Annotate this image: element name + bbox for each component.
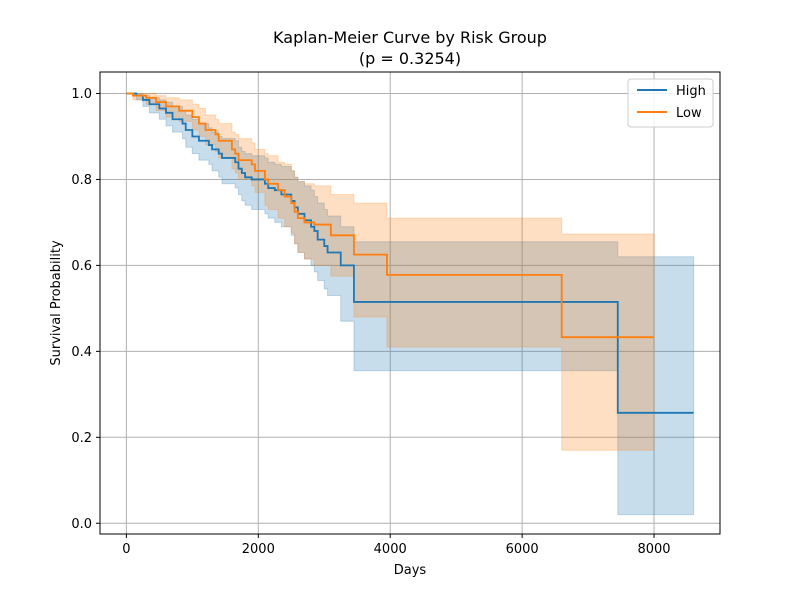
x-tick-label: 2000 (242, 542, 275, 557)
chart-subtitle: (p = 0.3254) (359, 49, 461, 68)
legend: High Low (627, 78, 714, 128)
legend-label-high: High (676, 84, 706, 99)
y-tick-label: 0.0 (71, 517, 92, 532)
y-tick-label: 1.0 (71, 87, 92, 102)
legend-label-low: Low (676, 106, 702, 121)
y-axis-title: Survival Probability (49, 240, 64, 366)
survival-line-high (126, 92, 694, 414)
ci-band-high (126, 92, 695, 516)
x-tick-label: 8000 (637, 542, 670, 557)
y-tick-label: 0.2 (71, 431, 92, 446)
x-axis-title: Days (394, 563, 427, 578)
y-tick-label: 0.4 (71, 345, 92, 360)
y-tick-label: 0.6 (71, 259, 92, 274)
y-tick-label: 0.8 (71, 173, 92, 188)
x-tick-label: 6000 (506, 542, 539, 557)
survival-line-low (126, 92, 655, 339)
plot-frame (99, 71, 721, 535)
confidence-bands (126, 92, 695, 516)
survival-lines (126, 92, 694, 414)
grid (100, 72, 720, 534)
chart-title: Kaplan-Meier Curve by Risk Group (273, 28, 547, 47)
x-tick-label: 0 (122, 542, 130, 557)
x-tick-label: 4000 (374, 542, 407, 557)
axis-ticks: 0 2000 4000 6000 8000 0.0 0.2 0.4 0.6 0.8 1.0 (71, 87, 670, 557)
